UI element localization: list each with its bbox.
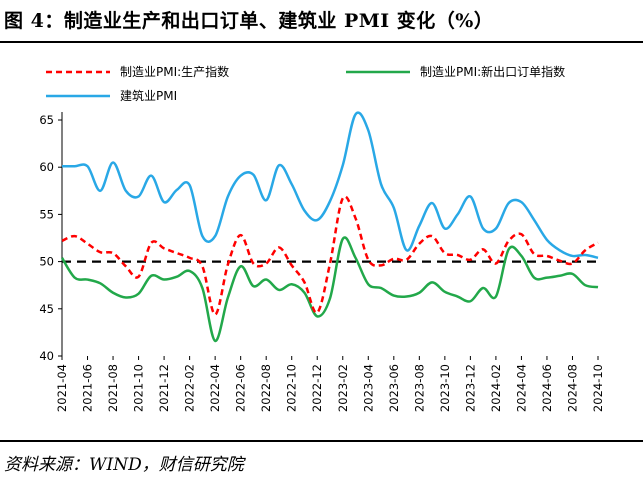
x-tick-label: 2022-12 xyxy=(310,364,324,412)
x-tick-label: 2024-02 xyxy=(489,364,503,412)
legend-item-construction: 建筑业PMI xyxy=(46,88,177,103)
x-tick-label: 2023-12 xyxy=(463,364,477,412)
x-tick-label: 2024-04 xyxy=(514,364,528,412)
x-tick-label: 2022-10 xyxy=(285,364,299,412)
x-tick-label: 2023-02 xyxy=(336,364,350,412)
x-tick-label: 2023-08 xyxy=(412,364,426,412)
chart-legend: 制造业PMI:生产指数 制造业PMI:新出口订单指数 建筑业PMI xyxy=(46,64,565,103)
x-tick-label: 2022-04 xyxy=(208,364,222,412)
y-tick-label: 60 xyxy=(39,160,54,174)
x-tick-label: 2021-06 xyxy=(81,364,95,412)
source-rule xyxy=(0,440,643,442)
x-axis: 2021-04 2021-06 2021-08 2021-10 2021-12 2022-… xyxy=(55,356,605,412)
x-tick-label: 2023-04 xyxy=(361,364,375,412)
series-layer xyxy=(60,111,599,343)
x-tick-label: 2021-12 xyxy=(157,364,171,412)
y-tick-label: 45 xyxy=(39,302,54,316)
series-line-export-orders xyxy=(60,236,599,343)
y-tick-label: 40 xyxy=(39,349,54,363)
x-tick-label: 2022-02 xyxy=(183,364,197,412)
legend-item-export-orders: 制造业PMI:新出口订单指数 xyxy=(346,64,565,79)
legend-label-construction: 建筑业PMI xyxy=(120,88,177,103)
x-tick-label: 2023-06 xyxy=(387,364,401,412)
source-note: 资料来源：WIND，财信研究院 xyxy=(4,455,244,475)
legend-label-production: 制造业PMI:生产指数 xyxy=(120,64,229,79)
y-tick-label: 55 xyxy=(39,207,54,221)
x-tick-label: 2024-10 xyxy=(591,364,605,412)
series-line-construction xyxy=(62,111,599,260)
x-tick-label: 2023-10 xyxy=(438,364,452,412)
x-tick-label: 2022-06 xyxy=(234,364,248,412)
x-tick-label: 2021-04 xyxy=(55,364,69,412)
y-axis: 40 45 50 55 60 65 xyxy=(39,112,63,363)
x-tick-label: 2024-06 xyxy=(540,364,554,412)
title-rule xyxy=(0,41,643,43)
y-tick-label: 65 xyxy=(39,113,54,127)
line-chart: 制造业PMI:生产指数 制造业PMI:新出口订单指数 建筑业PMI 40 45 50… xyxy=(39,64,605,412)
x-tick-label: 2021-10 xyxy=(132,364,146,412)
x-tick-label: 2024-08 xyxy=(565,364,579,412)
legend-label-export-orders: 制造业PMI:新出口订单指数 xyxy=(420,64,565,79)
y-tick-label: 50 xyxy=(39,255,54,269)
figure-title: 图 4：制造业生产和出口订单、建筑业 PMI 变化（%） xyxy=(4,10,494,32)
legend-item-production: 制造业PMI:生产指数 xyxy=(46,64,229,79)
x-tick-label: 2021-08 xyxy=(106,364,120,412)
x-tick-label: 2022-08 xyxy=(259,364,273,412)
